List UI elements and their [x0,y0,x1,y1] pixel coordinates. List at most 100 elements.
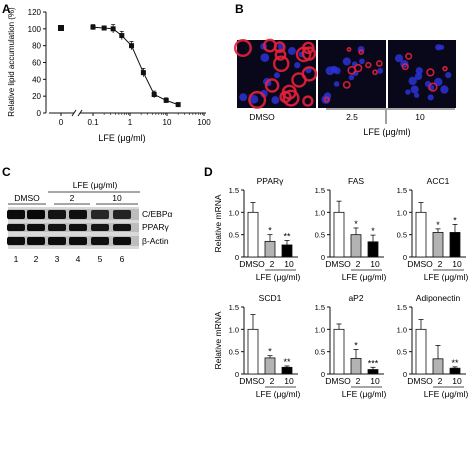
y-tick-label: 0 [321,370,325,379]
data-point [90,24,96,30]
significance-mark: * [371,226,375,236]
y-tick-label: 1.5 [315,303,325,312]
protein-band [48,224,66,231]
protein-band [27,224,45,231]
nucleus-stain [330,65,338,73]
bar [333,211,345,258]
data-point [119,33,125,39]
x-axis-label: LFE (μg/ml) [98,133,145,143]
protein-band [113,224,131,231]
significance-mark: * [453,215,457,225]
bar [449,232,461,258]
nucleus-stain [427,94,434,101]
chart-title: Adiponectin [416,293,461,303]
lipid-stain [323,96,330,103]
lipid-stain [264,78,280,93]
y-tick-label: 0.5 [397,348,407,357]
x-tick-label: DMSO [325,259,351,269]
x-tick-label: 2 [356,259,361,269]
nucleus-stain [438,44,445,50]
x-tick-label: 1 [128,118,133,127]
nucleus-stain [273,72,280,79]
protein-band [48,210,66,219]
y-axis-label: Relative mRNA [213,194,223,252]
x-tick-label: DMSO [325,376,351,386]
lipid-stain [302,41,315,55]
nucleus-stain [333,81,340,87]
bar [449,367,461,375]
lipid-stain [263,38,277,53]
y-tick-label: 0.5 [315,348,325,357]
band-label-cebpa: C/EBPα [142,209,173,219]
significance-mark: * [436,220,440,230]
x-axis-label: LFE (μg/ml) [342,389,387,399]
protein-band [69,237,87,245]
band-label-pparg: PPARγ [142,222,170,232]
label-2-5: 2.5 [346,112,358,122]
protein-band [69,224,87,231]
y-tick-label: 1.0 [229,208,239,217]
y-tick-label: 0 [37,109,42,118]
lipid-stain [272,55,290,73]
blot-header: LFE (μg/ml) [73,180,118,190]
dose-curve [92,26,179,106]
significance-mark: * [268,226,272,236]
lipid-stain [372,69,378,76]
x-axis-label: LFE (μg/ml) [256,272,301,282]
lipid-stain [302,95,314,107]
bar [247,328,259,375]
nucleus-stain [348,74,355,81]
bar [367,241,379,258]
bar [333,328,345,375]
y-tick-label: 40 [32,75,41,84]
significance-mark: ** [283,357,291,367]
group-dmso: DMSO [14,193,40,203]
data-point [129,43,135,49]
x-tick-label: 10 [163,118,172,127]
data-point [151,91,157,97]
axis-break [71,109,77,117]
bar [264,240,276,258]
chart-title: ACC1 [427,176,450,186]
x-tick-label: 0 [59,118,64,127]
y-tick-label: 1.5 [397,186,407,195]
bar [247,211,259,258]
lipid-stain [301,46,317,61]
nucleus-stain [342,57,351,66]
bar [281,366,293,375]
lane-number: 2 [34,254,39,264]
dose-response-chart: Relative lipid accumulation (%) LFE (μg/… [7,7,211,143]
label-dmso: DMSO [249,112,275,122]
band-label-actin: β-Actin [142,236,169,246]
x-tick-label: 2 [270,376,275,386]
y-tick-label: 0 [235,253,239,262]
y-tick-label: 60 [32,59,41,68]
nucleus-stain [415,67,423,75]
bar [350,234,362,258]
panel-letter-d: D [204,165,213,179]
lipid-stain [428,82,438,92]
group-2: 2 [70,193,75,203]
significance-mark: ** [451,358,459,368]
protein-band [27,210,45,219]
nucleus-stain [377,67,384,74]
nucleus-stain [359,58,365,65]
x-tick-label: DMSO [407,259,433,269]
significance-mark: * [268,347,272,357]
y-tick-label: 1.5 [397,303,407,312]
bar [281,244,293,258]
nucleus-stain [414,72,423,81]
significance-mark: * [354,219,358,229]
bar [264,357,276,375]
microscopy-panel: DMSO 2.5 10 LFE (μg/ml) [233,38,456,137]
y-tick-label: 0 [321,253,325,262]
protein-band [113,210,131,219]
y-tick-label: 0 [403,370,407,379]
lipid-stain [426,68,435,77]
lipid-stain [274,48,287,61]
x-tick-label: DMSO [407,376,433,386]
panel-letter-c: C [2,165,11,179]
lipid-stain [347,65,357,75]
